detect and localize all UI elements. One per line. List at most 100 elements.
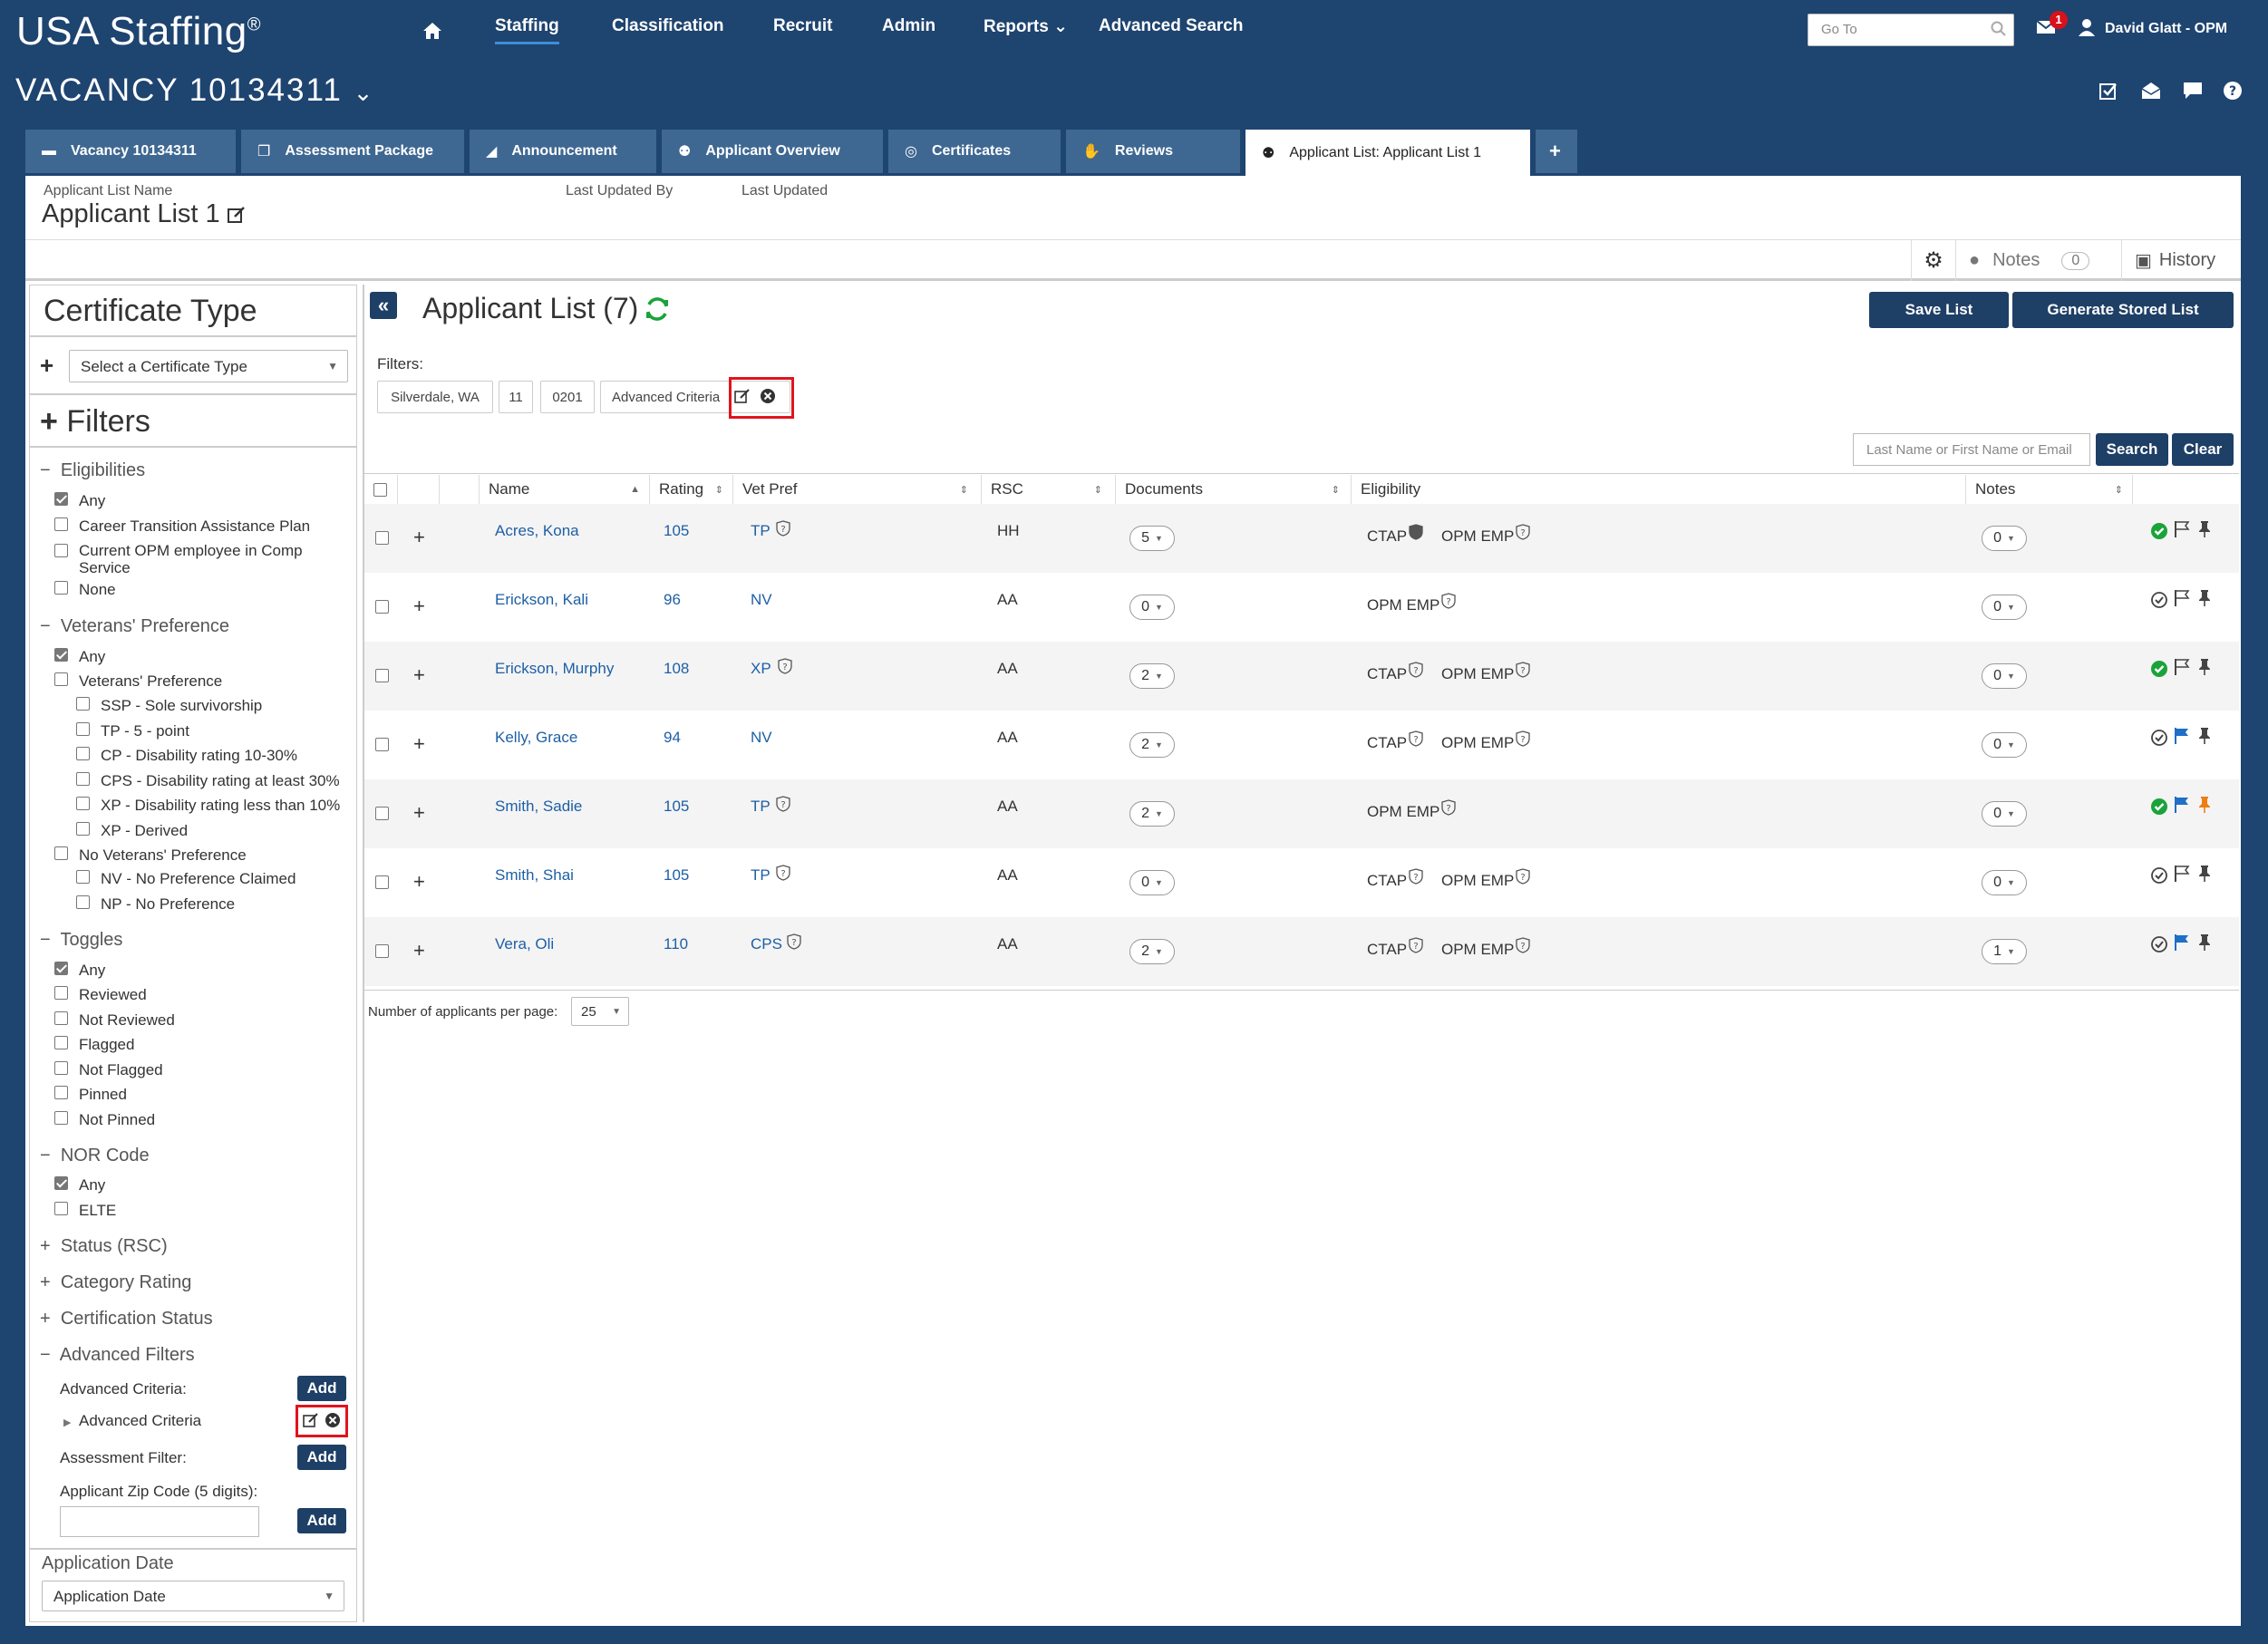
not-reviewed-check-icon[interactable]: [2150, 591, 2168, 609]
search-button[interactable]: Search: [2096, 433, 2168, 466]
documents-dropdown[interactable]: 2 ▼: [1129, 939, 1175, 964]
filter-vet-nv[interactable]: NV - No Preference Claimed: [76, 870, 296, 888]
row-checkbox[interactable]: [375, 669, 389, 682]
applicant-rating[interactable]: 108: [664, 660, 690, 677]
nav-classification[interactable]: Classification: [612, 16, 724, 35]
history-button[interactable]: ▣ History: [2121, 239, 2230, 281]
verified-shield-icon[interactable]: [1409, 524, 1423, 540]
remove-circle-icon[interactable]: [325, 1412, 341, 1428]
checkbox[interactable]: [76, 870, 90, 884]
not-reviewed-check-icon[interactable]: [2150, 729, 2168, 747]
certification-status-group[interactable]: + Certification Status: [40, 1309, 213, 1330]
checklist-icon[interactable]: [2099, 82, 2118, 100]
flag-icon[interactable]: [2174, 520, 2190, 538]
help-shield-icon[interactable]: ?: [1441, 799, 1456, 816]
per-page-select[interactable]: 25 ▼: [571, 997, 629, 1026]
checkbox[interactable]: [54, 1176, 68, 1190]
help-shield-icon[interactable]: ?: [1409, 730, 1423, 747]
applicant-vet-pref[interactable]: TP: [751, 798, 771, 815]
edit-icon[interactable]: [734, 388, 751, 404]
help-shield-icon[interactable]: ?: [778, 658, 792, 674]
filter-vet-np[interactable]: NP - No Preference: [76, 895, 235, 914]
vacancy-title[interactable]: VACANCY 10134311 ⌄: [15, 73, 374, 109]
filter-elig-none[interactable]: None: [54, 581, 116, 599]
help-shield-icon[interactable]: ?: [1441, 593, 1456, 609]
help-shield-icon[interactable]: ?: [787, 933, 801, 950]
nor-code-group[interactable]: − NOR Code: [40, 1146, 150, 1166]
filter-vet-cp[interactable]: CP - Disability rating 10-30%: [76, 747, 297, 765]
nav-recruit[interactable]: Recruit: [773, 16, 833, 35]
checkbox[interactable]: [54, 846, 68, 860]
help-shield-icon[interactable]: ?: [776, 796, 790, 812]
applicant-name-link[interactable]: Smith, Sadie: [495, 798, 583, 815]
notes-dropdown[interactable]: 0 ▼: [1982, 732, 2027, 758]
clear-button[interactable]: Clear: [2172, 433, 2234, 466]
filter-toggle-not-reviewed[interactable]: Not Reviewed: [54, 1011, 175, 1030]
reviewed-check-icon[interactable]: [2150, 660, 2168, 678]
tab-assessment-package[interactable]: ❐ Assessment Package: [241, 130, 464, 173]
pin-icon[interactable]: [2197, 589, 2212, 607]
help-icon[interactable]: ?: [2223, 81, 2243, 101]
checkbox[interactable]: [54, 1036, 68, 1049]
pin-icon[interactable]: [2197, 933, 2212, 952]
filter-nor-elte[interactable]: ELTE: [54, 1202, 116, 1220]
documents-dropdown[interactable]: 2 ▼: [1129, 801, 1175, 827]
checkbox[interactable]: [54, 962, 68, 975]
notes-dropdown[interactable]: 0 ▼: [1982, 801, 2027, 827]
row-checkbox[interactable]: [375, 531, 389, 545]
applicant-vet-pref[interactable]: TP: [751, 522, 771, 539]
help-shield-icon[interactable]: ?: [1409, 937, 1423, 953]
applicant-rating[interactable]: 105: [664, 866, 690, 884]
advanced-criteria-item[interactable]: ▶ Advanced Criteria: [63, 1412, 201, 1430]
filter-vet-cps[interactable]: CPS - Disability rating at least 30%: [76, 772, 340, 790]
row-checkbox[interactable]: [375, 600, 389, 614]
collapse-sidebar-button[interactable]: «: [370, 292, 397, 319]
filter-toggle-any[interactable]: Any: [54, 962, 105, 980]
row-checkbox[interactable]: [375, 944, 389, 958]
documents-dropdown[interactable]: 2 ▼: [1129, 663, 1175, 689]
filter-chip-grade[interactable]: 11: [499, 381, 533, 413]
tab-applicant-list[interactable]: ⚉ Applicant List: Applicant List 1: [1245, 130, 1530, 177]
edit-icon[interactable]: [303, 1412, 319, 1428]
search-icon[interactable]: [1991, 21, 2007, 37]
notes-dropdown[interactable]: 1 ▼: [1982, 939, 2027, 964]
refresh-icon[interactable]: [644, 295, 671, 323]
checkbox[interactable]: [54, 672, 68, 686]
column-documents[interactable]: Documents ⇕: [1115, 475, 1347, 504]
filters-title[interactable]: + Filters: [40, 404, 150, 440]
checkbox[interactable]: [54, 492, 68, 506]
column-rating[interactable]: Rating ⇕: [649, 475, 731, 504]
checkbox[interactable]: [54, 1011, 68, 1025]
veterans-group[interactable]: − Veterans' Preference: [40, 616, 229, 637]
row-checkbox[interactable]: [375, 738, 389, 751]
help-shield-icon[interactable]: ?: [1409, 868, 1423, 885]
select-all-checkbox[interactable]: [373, 482, 387, 498]
comment-icon[interactable]: [2183, 82, 2203, 100]
notes-dropdown[interactable]: 0 ▼: [1982, 526, 2027, 551]
filter-vet-ssp[interactable]: SSP - Sole survivorship: [76, 697, 262, 715]
applicant-vet-pref[interactable]: NV: [751, 591, 772, 608]
checkbox[interactable]: [76, 772, 90, 786]
notes-dropdown[interactable]: 0 ▼: [1982, 595, 2027, 620]
checkbox[interactable]: [54, 581, 68, 595]
remove-circle-icon[interactable]: [760, 388, 776, 404]
flagged-icon[interactable]: [2174, 796, 2190, 814]
column-rsc[interactable]: RSC ⇕: [981, 475, 1110, 504]
applicant-vet-pref[interactable]: XP: [751, 660, 771, 677]
flag-icon[interactable]: [2174, 658, 2190, 676]
applicant-vet-pref[interactable]: CPS: [751, 935, 782, 953]
usa-staffing-logo[interactable]: USA Staffing®: [16, 9, 261, 53]
checkbox[interactable]: [54, 648, 68, 662]
help-shield-icon[interactable]: ?: [1516, 662, 1530, 678]
checkbox[interactable]: [54, 1086, 68, 1099]
reviewed-check-icon[interactable]: [2150, 522, 2168, 540]
not-reviewed-check-icon[interactable]: [2150, 866, 2168, 885]
checkbox[interactable]: [54, 1202, 68, 1215]
user-menu[interactable]: David Glatt - OPM: [2105, 21, 2228, 36]
filter-vet-xp[interactable]: XP - Disability rating less than 10%: [76, 797, 340, 815]
pin-icon[interactable]: [2197, 865, 2212, 883]
documents-dropdown[interactable]: 2 ▼: [1129, 732, 1175, 758]
add-assessment-filter-button[interactable]: Add: [297, 1445, 346, 1470]
save-list-button[interactable]: Save List: [1869, 292, 2009, 328]
checkbox[interactable]: [76, 722, 90, 736]
